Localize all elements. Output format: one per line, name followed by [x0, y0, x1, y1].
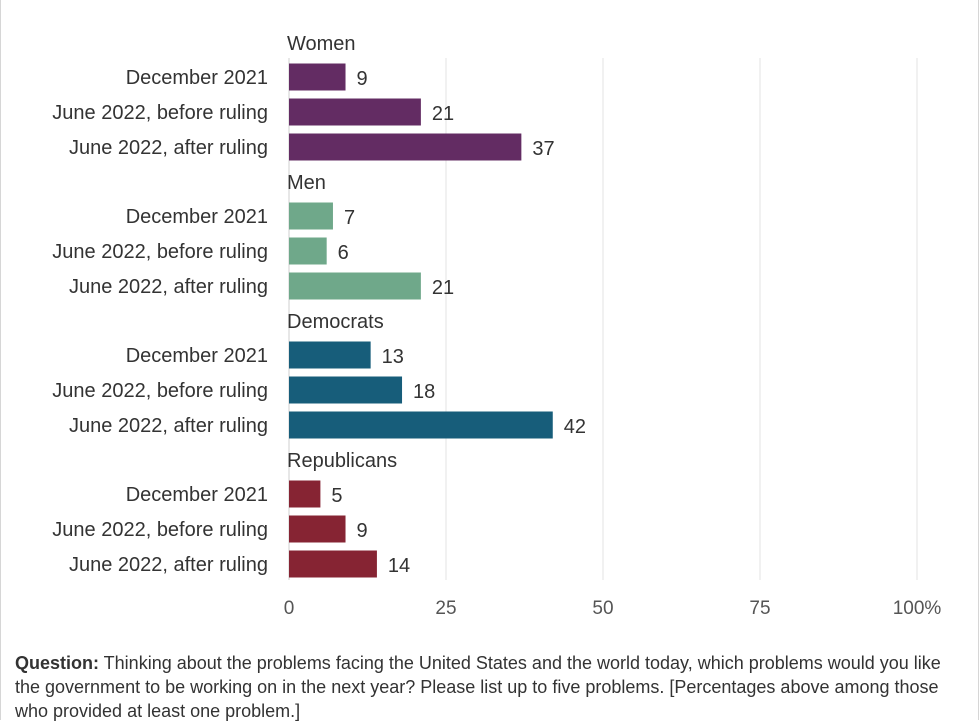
question-text: Thinking about the problems facing the U… [15, 653, 941, 721]
category-label: June 2022, after ruling [69, 137, 268, 159]
value-label: 14 [388, 555, 410, 577]
category-label: June 2022, after ruling [69, 276, 268, 298]
value-label: 13 [382, 346, 404, 368]
question-note: Question: Thinking about the problems fa… [15, 651, 965, 723]
bar [289, 133, 522, 161]
x-tick-label: 50 [592, 598, 613, 619]
bar [289, 341, 371, 369]
value-label: 42 [564, 416, 586, 438]
category-label: December 2021 [126, 345, 268, 367]
bar [289, 480, 321, 508]
category-label: December 2021 [126, 67, 268, 89]
category-label: December 2021 [126, 484, 268, 506]
category-label: December 2021 [126, 206, 268, 228]
category-label: June 2022, before ruling [52, 519, 268, 541]
bar [289, 376, 403, 404]
value-label: 21 [432, 277, 454, 299]
bar-chart: Women December 2021 June 2022, before ruli… [52, 33, 942, 619]
bar [289, 515, 346, 543]
x-tick-label: 100% [893, 598, 942, 619]
bar [289, 63, 346, 91]
category-labels: Women December 2021 June 2022, before ruli… [52, 33, 397, 576]
x-tick-label: 0 [284, 598, 295, 619]
group-label: Republicans [287, 450, 397, 472]
value-label: 6 [338, 242, 349, 264]
value-label: 21 [432, 103, 454, 125]
group-label: Men [287, 172, 326, 194]
group-label: Democrats [287, 311, 384, 333]
question-label: Question: [15, 653, 99, 673]
category-label: June 2022, after ruling [69, 554, 268, 576]
group-label: Women [287, 33, 356, 55]
bar [289, 550, 377, 578]
category-label: June 2022, before ruling [52, 241, 268, 263]
bar [289, 237, 327, 265]
x-tick-label: 75 [749, 598, 770, 619]
category-label: June 2022, before ruling [52, 380, 268, 402]
x-tick-label: 25 [435, 598, 456, 619]
value-label: 9 [357, 520, 368, 542]
x-axis-ticks: 0 25 50 75 100% [284, 598, 942, 619]
value-label: 18 [413, 381, 435, 403]
bar [289, 202, 333, 230]
bar [289, 272, 421, 300]
bar [289, 98, 421, 126]
value-label: 37 [532, 138, 554, 160]
bar [289, 411, 553, 439]
value-label: 9 [357, 68, 368, 90]
category-label: June 2022, before ruling [52, 102, 268, 124]
category-label: June 2022, after ruling [69, 415, 268, 437]
value-label: 5 [331, 485, 342, 507]
value-label: 7 [344, 207, 355, 229]
